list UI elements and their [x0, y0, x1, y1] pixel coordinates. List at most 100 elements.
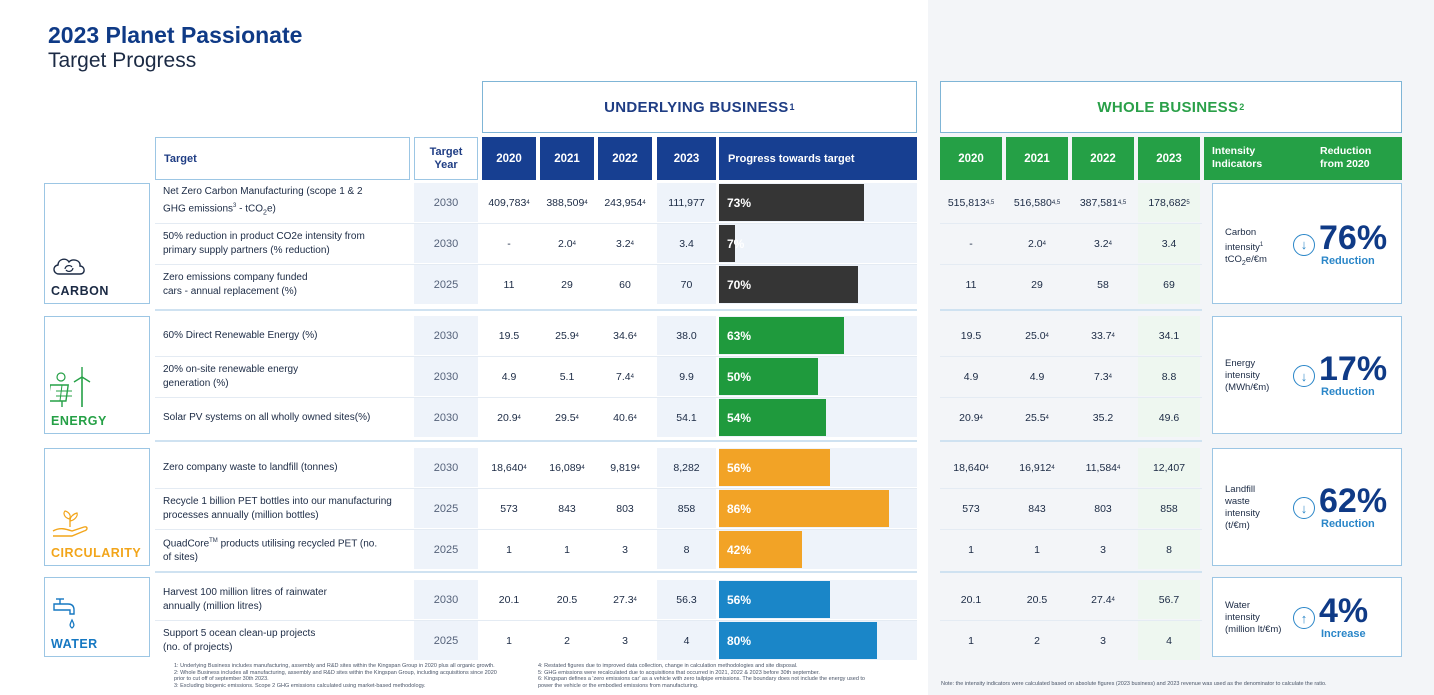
- target-text: 20% on-site renewable energy generation (…: [163, 363, 298, 391]
- footnote-mark: 4: [1108, 373, 1112, 380]
- target-line-1: Support 5 ocean clean-up projects: [163, 627, 316, 639]
- ub-value: 2.0: [558, 237, 573, 250]
- wb-value-cell: 18,640 4: [940, 448, 1002, 487]
- ub-value-cell: 70: [657, 265, 716, 304]
- target-line-2-cont: - tCO: [236, 203, 264, 215]
- wb-value: 4.9: [1029, 370, 1045, 383]
- wb-value-cell: 25.5 4: [1006, 398, 1068, 437]
- wb-value-cell: 29: [1006, 265, 1068, 304]
- ub-value-cell: 8: [657, 530, 716, 569]
- target-year-cell: 2025: [414, 489, 478, 528]
- ub-value: -: [507, 237, 511, 250]
- ub-value-cell: 2: [540, 621, 594, 660]
- target-line-1: Zero company waste to landfill (tonnes): [163, 461, 338, 473]
- ub-value: 27.3: [613, 593, 634, 606]
- column-header-ub-year: 2020: [482, 137, 536, 180]
- ub-value-cell: 1: [482, 530, 536, 569]
- target-description: Harvest 100 million litres of rainwater a…: [155, 580, 410, 619]
- ub-value: 8: [683, 543, 690, 556]
- wb-value: 27.4: [1091, 593, 1112, 606]
- wb-value-cell: 16,912 4: [1006, 448, 1068, 487]
- ub-value-cell: 29.5 4: [540, 398, 594, 437]
- wb-value-cell: 11,584 4: [1072, 448, 1134, 487]
- wb-value-cell: 33.7 4: [1072, 316, 1134, 355]
- ub-value-cell: 9,819 4: [598, 448, 652, 487]
- ub-value: 25.9: [555, 329, 576, 342]
- wb-value-cell: 34.1: [1138, 316, 1200, 355]
- ub-value: 34.6: [613, 329, 634, 342]
- intensity-indicators-header: Intensity Indicators: [1212, 145, 1262, 171]
- target-text: Support 5 ocean clean-up projects (no. of…: [163, 627, 315, 655]
- ub-value: 803: [616, 502, 634, 515]
- ub-value: 60: [619, 278, 631, 291]
- target-description: Zero emissions company funded cars - annu…: [155, 265, 410, 304]
- category-circularity: CIRCULARITY: [44, 448, 150, 566]
- wb-value: 16,912: [1019, 461, 1052, 474]
- ub-value-cell: 38.0: [657, 316, 716, 355]
- ub-value-cell: 18,640 4: [482, 448, 536, 487]
- progress-bar: 86%: [719, 490, 890, 527]
- intensity-label-line-2: intensity: [1225, 370, 1260, 381]
- ub-value-cell: 3.2 4: [598, 224, 652, 263]
- divider-energy-circularity: [155, 440, 917, 442]
- ub-value-cell: 4.9: [482, 357, 536, 396]
- arrow-down-icon: ↓: [1293, 233, 1315, 256]
- target-year-cell: 2030: [414, 580, 478, 619]
- progress-bar: 63%: [719, 317, 844, 354]
- target-text: Zero company waste to landfill (tonnes): [163, 461, 338, 475]
- ub-value: 29.5: [555, 411, 576, 424]
- category-label-water: WATER: [51, 637, 98, 651]
- wb-value-cell: 573: [940, 489, 1002, 528]
- ub-value-cell: 243,954 4: [598, 183, 652, 222]
- row-divider: [940, 223, 1202, 224]
- wb-value-cell: 25.0 4: [1006, 316, 1068, 355]
- whole-business-header: WHOLE BUSINESS 2: [940, 81, 1402, 133]
- footnotes-middle: 4: Restated figures due to improved data…: [538, 663, 893, 689]
- ub-value: 40.6: [613, 411, 634, 424]
- whole-business-label: WHOLE BUSINESS: [1097, 98, 1239, 116]
- footnote-mark: 4: [985, 464, 989, 471]
- ub-value-cell: 7.4 4: [598, 357, 652, 396]
- ub-value-cell: 19.5: [482, 316, 536, 355]
- target-description: Solar PV systems on all wholly owned sit…: [155, 398, 410, 437]
- ub-value: 8,282: [673, 461, 700, 474]
- footnote-mark: 4: [575, 332, 579, 339]
- wb-value: 69: [1163, 278, 1175, 291]
- ub-value: 54.1: [676, 411, 697, 424]
- intensity-indicator-box: Carbon intensity1 tCO2e/€m ↓ 76% Reduction: [1212, 183, 1402, 304]
- category-label-energy: ENERGY: [51, 414, 107, 428]
- wb-value: 3.4: [1161, 237, 1177, 250]
- solar-wind-icon: [50, 367, 91, 407]
- wb-value-cell: 2.0 4: [1006, 224, 1068, 263]
- wb-value: 12,407: [1152, 461, 1186, 474]
- wb-value-cell: 11: [940, 265, 1002, 304]
- progress-bar: 56%: [719, 581, 830, 618]
- progress-bar: 50%: [719, 358, 818, 395]
- target-text: Recycle 1 billion PET bottles into our m…: [163, 495, 392, 523]
- wb-value-cell: 4.9: [1006, 357, 1068, 396]
- wb-value: -: [969, 237, 973, 250]
- wb-value-cell: 2: [1006, 621, 1068, 660]
- footnote-mark: 4: [633, 596, 637, 603]
- wb-value: 3: [1100, 543, 1106, 556]
- footnote-mark: 4: [523, 464, 527, 471]
- progress-bar: 56%: [719, 449, 830, 486]
- footnote-mark: 4: [1117, 464, 1121, 471]
- ub-value-cell: 54.1: [657, 398, 716, 437]
- ub-value: 3.4: [679, 237, 694, 250]
- ub-value: 4.9: [501, 370, 517, 383]
- wb-value-cell: 20.9 4: [940, 398, 1002, 437]
- wb-value-cell: 3.4: [1138, 224, 1200, 263]
- intensity-change-direction: Reduction: [1321, 386, 1375, 398]
- footnote-mark: 4: [633, 332, 637, 339]
- row-divider: [155, 264, 917, 265]
- footnote-mark: 4,5: [1051, 199, 1061, 206]
- column-header-intensity: Intensity Indicators Reduction from 2020: [1204, 137, 1402, 180]
- divider-wb-circularity-water: [940, 571, 1202, 573]
- intensity-label-line-3: (million lt/€m): [1225, 624, 1282, 635]
- intensity-label: Water intensity (million lt/€m): [1225, 600, 1281, 636]
- page-title: 2023 Planet Passionate: [48, 22, 303, 48]
- intensity-change-direction: Increase: [1321, 628, 1366, 640]
- footnote-mark: 4: [1111, 332, 1115, 339]
- column-header-ub-year: 2021: [540, 137, 594, 180]
